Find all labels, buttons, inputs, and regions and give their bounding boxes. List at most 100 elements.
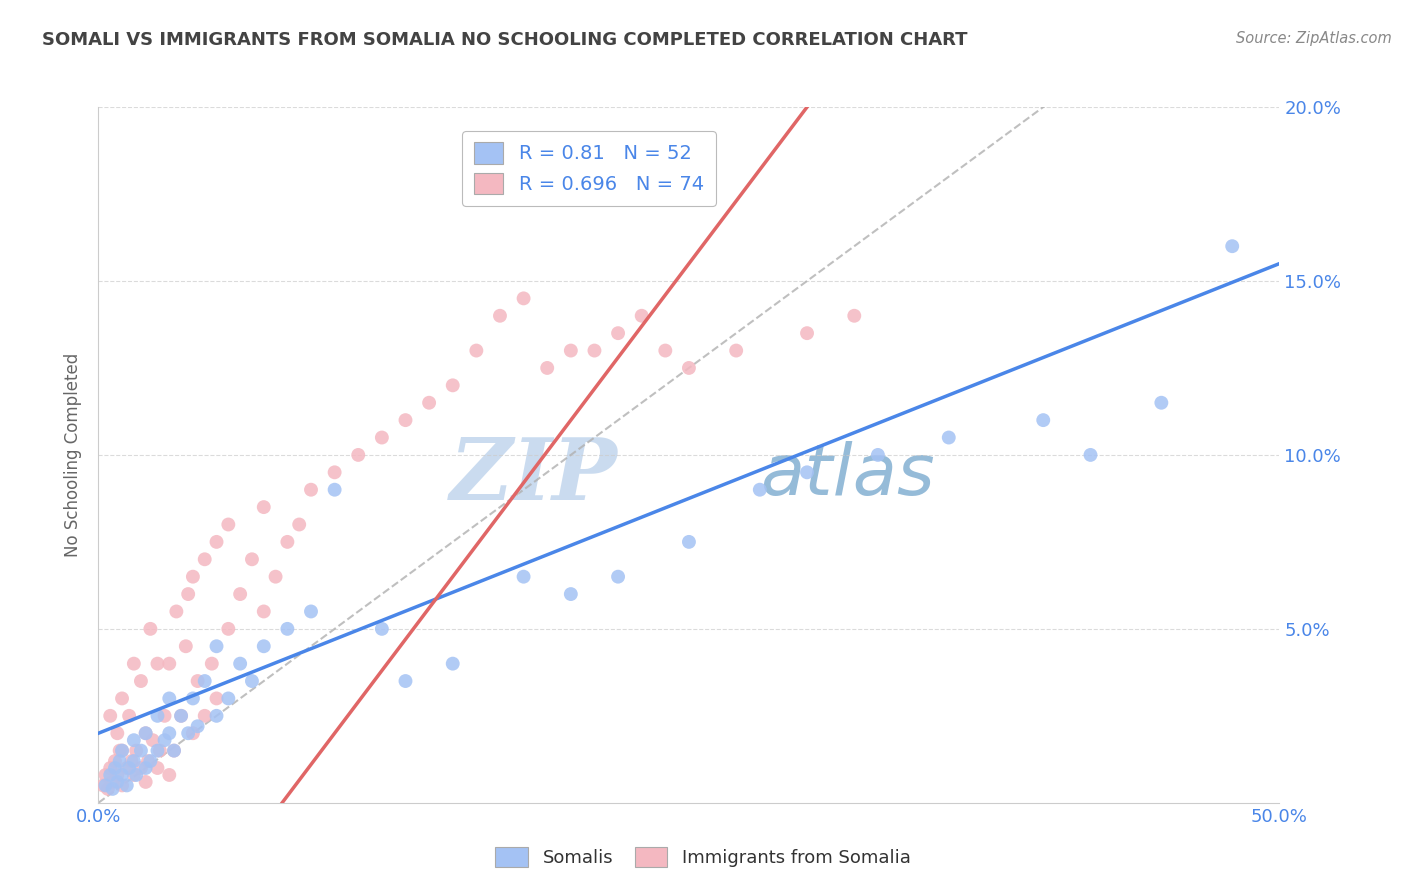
Text: Source: ZipAtlas.com: Source: ZipAtlas.com (1236, 31, 1392, 46)
Point (153, 708, 176, 723)
Point (187, 719, 209, 733)
Point (177, 726, 200, 740)
Y-axis label: No Schooling Completed: No Schooling Completed (65, 353, 83, 557)
Point (536, 360, 558, 375)
Point (111, 744, 134, 758)
Point (240, 552, 263, 566)
Point (108, 754, 131, 768)
Point (205, 708, 228, 723)
Point (217, 517, 239, 532)
Point (153, 733, 176, 747)
Point (441, 657, 464, 671)
Point (394, 674, 416, 689)
Point (264, 570, 287, 584)
Legend: R = 0.81   N = 52, R = 0.696   N = 74: R = 0.81 N = 52, R = 0.696 N = 74 (463, 130, 716, 206)
Point (146, 761, 169, 775)
Point (177, 587, 200, 601)
Point (276, 534, 298, 549)
Point (678, 360, 700, 375)
Point (560, 343, 582, 358)
Point (1032, 413, 1054, 427)
Point (94, 768, 117, 782)
Point (240, 674, 263, 689)
Point (725, 343, 748, 358)
Point (170, 708, 193, 723)
Point (122, 768, 145, 782)
Point (194, 552, 217, 566)
Point (253, 605, 276, 619)
Point (101, 781, 124, 796)
Point (607, 326, 630, 340)
Point (1080, 448, 1102, 462)
Point (157, 768, 180, 782)
Point (111, 691, 134, 706)
Point (299, 605, 322, 619)
Point (418, 396, 440, 410)
Point (512, 291, 534, 305)
Point (157, 691, 180, 706)
Legend: Somalis, Immigrants from Somalia: Somalis, Immigrants from Somalia (488, 839, 918, 874)
Point (276, 622, 298, 636)
Point (194, 674, 217, 689)
Point (371, 431, 394, 445)
Point (115, 778, 138, 792)
Point (118, 708, 141, 723)
Point (146, 708, 169, 723)
Point (678, 534, 700, 549)
Point (323, 466, 346, 480)
Point (371, 622, 394, 636)
Point (229, 657, 252, 671)
Point (583, 343, 606, 358)
Point (181, 570, 204, 584)
Point (654, 343, 676, 358)
Point (111, 768, 134, 782)
Point (98, 708, 121, 723)
Point (607, 570, 630, 584)
Point (181, 691, 204, 706)
Point (149, 744, 172, 758)
Point (97, 781, 120, 796)
Point (174, 639, 197, 653)
Point (146, 657, 169, 671)
Point (163, 744, 186, 758)
Point (512, 570, 534, 584)
Point (139, 754, 162, 768)
Point (125, 744, 148, 758)
Point (938, 431, 960, 445)
Point (135, 726, 157, 740)
Point (441, 378, 464, 392)
Point (489, 309, 512, 323)
Point (125, 768, 148, 782)
Point (630, 309, 652, 323)
Point (122, 754, 145, 768)
Point (796, 326, 818, 340)
Point (181, 726, 204, 740)
Point (299, 483, 322, 497)
Point (146, 744, 169, 758)
Point (201, 657, 224, 671)
Point (135, 775, 157, 789)
Point (104, 754, 127, 768)
Point (115, 761, 138, 775)
Point (136, 754, 159, 768)
Point (139, 622, 162, 636)
Point (205, 534, 228, 549)
Point (105, 775, 128, 789)
Point (111, 778, 134, 792)
Point (129, 761, 152, 775)
Point (253, 500, 276, 514)
Point (217, 622, 239, 636)
Point (844, 309, 866, 323)
Point (229, 587, 252, 601)
Point (98, 768, 121, 782)
Point (217, 691, 239, 706)
Point (101, 775, 124, 789)
Point (394, 413, 416, 427)
Point (122, 733, 145, 747)
Point (135, 726, 157, 740)
Point (157, 726, 180, 740)
Point (108, 744, 131, 758)
Text: ZIP: ZIP (450, 434, 619, 517)
Point (122, 657, 145, 671)
Point (165, 605, 187, 619)
